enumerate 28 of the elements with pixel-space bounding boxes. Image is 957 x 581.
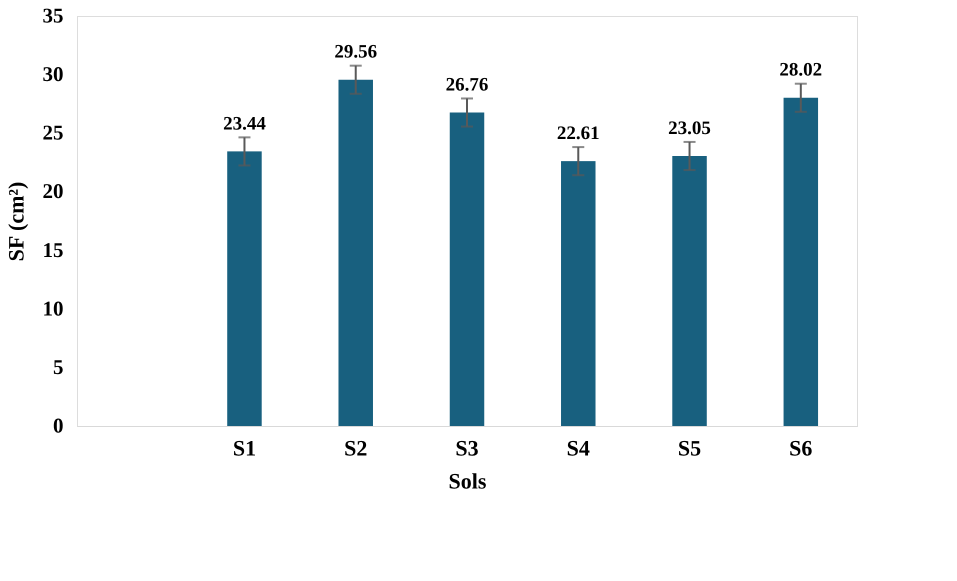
data-label: 23.05	[668, 118, 711, 139]
bar	[672, 156, 707, 426]
y-tick-label: 10	[42, 296, 64, 320]
y-tick-label: 5	[53, 354, 64, 379]
bar	[450, 112, 484, 426]
data-label: 23.44	[223, 113, 266, 134]
data-label: 22.61	[556, 123, 600, 144]
x-tick-label: S5	[678, 436, 702, 460]
y-tick-label: 30	[42, 62, 64, 86]
y-tick-label: 25	[42, 120, 64, 145]
bar	[338, 80, 373, 426]
bar	[561, 161, 596, 426]
y-tick-label: 0	[53, 414, 64, 438]
x-tick-label: S4	[566, 436, 590, 460]
x-tick-label: S3	[455, 436, 479, 460]
x-tick-label: S6	[789, 436, 812, 460]
x-tick-label: S2	[344, 436, 368, 460]
y-tick-label: 15	[42, 238, 64, 262]
data-label: 26.76	[446, 74, 488, 96]
y-tick-label: 35	[42, 4, 64, 28]
x-tick-label: S1	[232, 436, 256, 460]
bar	[227, 151, 262, 426]
x-axis-title: Sols	[448, 468, 487, 494]
data-label: 29.56	[334, 42, 378, 63]
y-tick-label: 20	[42, 179, 64, 204]
bar	[784, 98, 818, 426]
y-axis-title: SF (cm²)	[4, 182, 28, 262]
data-label: 28.02	[779, 60, 822, 81]
